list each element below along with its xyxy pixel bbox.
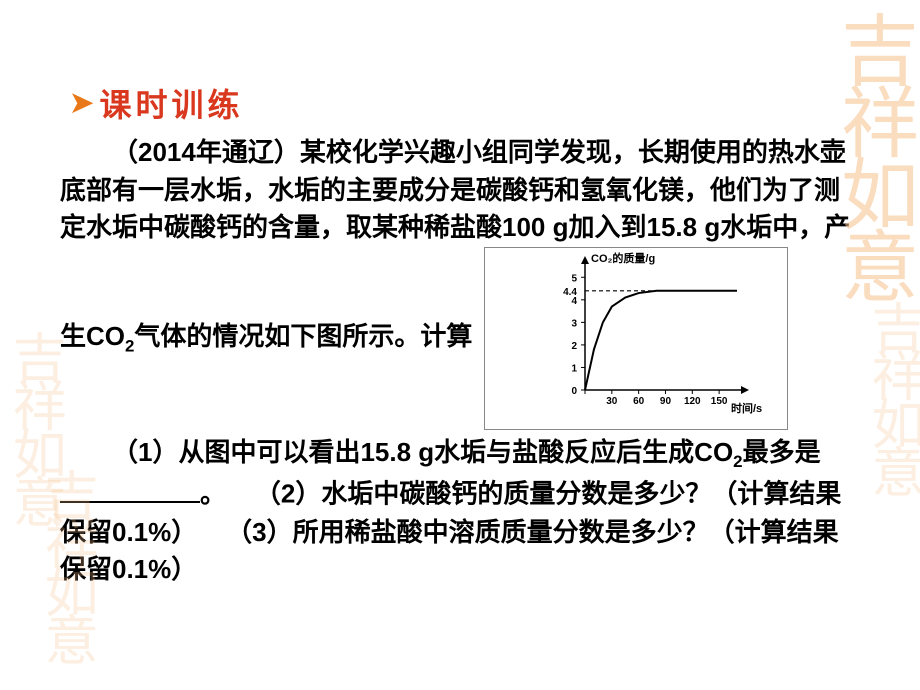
svg-text:4.4: 4.4: [563, 287, 577, 298]
svg-text:1: 1: [571, 364, 577, 375]
intro-text-2: 气体的情况如下图所示。计算: [134, 321, 472, 351]
chart-container: 0123453060901201504.4CO₂的质量/g时间/s: [484, 247, 788, 430]
stamp-mid-left: 吉祥如意: [8, 330, 59, 522]
q1-end: 。: [200, 479, 226, 509]
svg-text:60: 60: [633, 396, 645, 407]
svg-text:3: 3: [571, 318, 577, 329]
svg-text:时间/s: 时间/s: [731, 401, 762, 415]
q1-part-b: 最多是: [743, 437, 821, 467]
svg-text:150: 150: [710, 396, 727, 407]
co2-time-chart: 0123453060901201504.4CO₂的质量/g时间/s: [537, 248, 787, 418]
svg-text:2: 2: [571, 341, 577, 352]
svg-text:30: 30: [606, 396, 618, 407]
problem-intro: （2014年通辽）某校化学兴趣小组同学发现，长期使用的热水壶底部有一层水垢，水垢…: [60, 134, 860, 430]
co2-subscript: 2: [125, 336, 134, 355]
bullet-arrow-icon: ➤: [70, 86, 93, 120]
section-heading: ➤ 课时训练: [60, 80, 860, 126]
svg-text:CO₂的质量/g: CO₂的质量/g: [591, 251, 655, 265]
slide: 吉祥如意 吉祥如意 吉祥如意 吉祥如意 ➤ 课时训练 （2014年通辽）某校化学…: [0, 0, 920, 690]
answer-blank: [60, 474, 200, 503]
heading-text: 课时训练: [99, 80, 243, 126]
questions-block: （1）从图中可以看出15.8 g水垢与盐酸反应后生成CO2最多是。 （2）水垢中…: [60, 434, 860, 589]
q1-subscript: 2: [733, 452, 742, 471]
svg-text:0: 0: [571, 386, 577, 397]
svg-text:5: 5: [571, 273, 577, 284]
q1-part-a: （1）从图中可以看出15.8 g水垢与盐酸反应后生成CO: [112, 437, 733, 467]
svg-text:120: 120: [684, 396, 701, 407]
svg-text:90: 90: [660, 396, 672, 407]
stamp-mid-right: 吉祥如意: [867, 300, 918, 492]
